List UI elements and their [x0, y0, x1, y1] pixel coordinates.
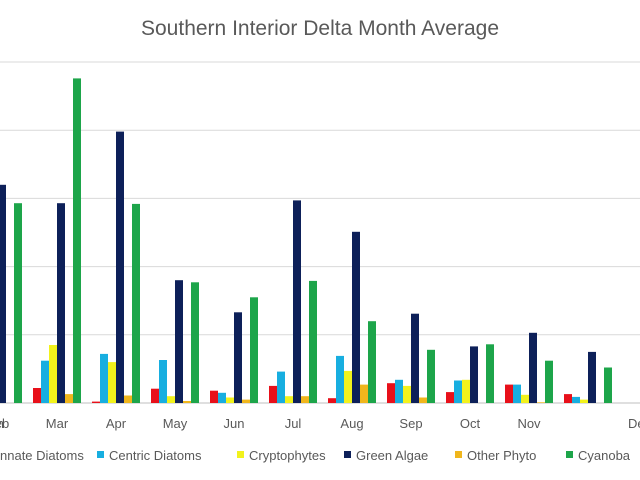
- bar-other-phyto-may: [183, 401, 191, 403]
- x-tick-label: Apr: [106, 416, 127, 431]
- bar-green-algae-apr: [116, 131, 124, 403]
- gridlines: [0, 61, 640, 404]
- bar-other-phyto-nov: [537, 402, 545, 403]
- bar-cyanobacteria-jun: [250, 297, 258, 403]
- bar-green-algae-jul: [293, 200, 301, 403]
- bar-cyanobacteria-dec: [604, 367, 612, 403]
- legend-swatch: [455, 451, 462, 458]
- bar-green-algae-mar: [57, 203, 65, 403]
- bar-centric-diatoms-nov: [513, 384, 521, 403]
- x-tick-label: Aug: [340, 416, 363, 431]
- bar-centric-diatoms-dec: [572, 396, 580, 403]
- bar-green-algae-feb: [0, 184, 6, 403]
- bar-pinnate-diatoms-may: [151, 388, 159, 403]
- bar-cryptophytes-apr: [108, 362, 116, 403]
- x-tick-label: Nov: [517, 416, 541, 431]
- legend-label: Other Phyto: [467, 448, 536, 463]
- bar-centric-diatoms-mar: [41, 360, 49, 403]
- bar-pinnate-diatoms-jun: [210, 390, 218, 403]
- x-tick-label: De: [628, 416, 640, 431]
- bar-other-phyto-jun: [242, 399, 250, 403]
- legend-swatch: [237, 451, 244, 458]
- bar-other-phyto-mar: [65, 394, 73, 403]
- bar-cyanobacteria-aug: [368, 321, 376, 403]
- legend-label: Centric Diatoms: [109, 448, 202, 463]
- x-tick-label: Sep: [399, 416, 422, 431]
- bar-pinnate-diatoms-mar: [33, 388, 41, 403]
- bar-cryptophytes-sep: [403, 385, 411, 403]
- bar-green-algae-nov: [529, 332, 537, 403]
- legend-swatch: [566, 451, 573, 458]
- x-tick-label: Jun: [224, 416, 245, 431]
- bar-green-algae-dec: [588, 351, 596, 403]
- bar-green-algae-may: [175, 280, 183, 403]
- legend-label: Green Algae: [356, 448, 428, 463]
- legend-label: nnate Diatoms: [0, 448, 84, 463]
- x-axis-labels: nFeb Mar Apr May Jun Jul Aug Sep Oct Nov De: [0, 416, 640, 431]
- bar-other-phyto-jul: [301, 396, 309, 403]
- x-tick-label: Feb: [0, 416, 9, 431]
- bar-cryptophytes-dec: [580, 399, 588, 403]
- bar-cyanobacteria-jul: [309, 280, 317, 403]
- bar-green-algae-oct: [470, 346, 478, 403]
- chart-title: Southern Interior Delta Month Average: [141, 17, 499, 40]
- bar-centric-diatoms-apr: [100, 353, 108, 403]
- bar-cyanobacteria-apr: [132, 203, 140, 403]
- bar-cryptophytes-mar: [49, 345, 57, 403]
- bar-pinnate-diatoms-jul: [269, 385, 277, 403]
- legend: nnate Diatoms Centric Diatoms Cryptophytes…: [0, 448, 631, 463]
- bar-cyanobacteria-oct: [486, 344, 494, 403]
- bar-pinnate-diatoms-oct: [446, 392, 454, 403]
- bar-cyanobacteria-sep: [427, 349, 435, 403]
- bar-cyanobacteria-nov: [545, 360, 553, 403]
- bar-green-algae-sep: [411, 313, 419, 403]
- bar-centric-diatoms-may: [159, 360, 167, 403]
- bar-other-phyto-aug: [360, 384, 368, 403]
- bar-centric-diatoms-aug: [336, 355, 344, 403]
- bar-centric-diatoms-oct: [454, 380, 462, 403]
- legend-label: Cryptophytes: [249, 448, 326, 463]
- bar-cryptophytes-jul: [285, 396, 293, 403]
- x-tick-label: Oct: [460, 416, 481, 431]
- bar-pinnate-diatoms-aug: [328, 398, 336, 403]
- bar-pinnate-diatoms-sep: [387, 383, 395, 403]
- bar-green-algae-jun: [234, 312, 242, 403]
- bar-cryptophytes-aug: [344, 370, 352, 403]
- bars-group: [0, 78, 612, 404]
- legend-swatch: [97, 451, 104, 458]
- bar-pinnate-diatoms-dec: [564, 394, 572, 403]
- bar-green-algae-aug: [352, 231, 360, 403]
- bar-pinnate-diatoms-nov: [505, 384, 513, 403]
- x-tick-label: May: [163, 416, 188, 431]
- bar-centric-diatoms-jul: [277, 371, 285, 403]
- bar-cryptophytes-nov: [521, 394, 529, 403]
- legend-label: Cyanoba: [578, 448, 631, 463]
- x-tick-label: Jul: [285, 416, 302, 431]
- bar-cryptophytes-jun: [226, 397, 234, 403]
- bar-cryptophytes-oct: [462, 379, 470, 403]
- bar-cyanobacteria-mar: [73, 78, 81, 404]
- bar-centric-diatoms-sep: [395, 379, 403, 403]
- bar-centric-diatoms-jun: [218, 392, 226, 403]
- legend-swatch: [344, 451, 351, 458]
- bar-cryptophytes-may: [167, 396, 175, 403]
- bar-pinnate-diatoms-apr: [92, 401, 100, 403]
- bar-cyanobacteria-may: [191, 282, 199, 403]
- bar-cyanobacteria-feb: [14, 203, 22, 403]
- bar-other-phyto-sep: [419, 397, 427, 403]
- x-tick-label: n: [0, 416, 4, 431]
- x-tick-label: Mar: [46, 416, 69, 431]
- bar-other-phyto-apr: [124, 395, 132, 403]
